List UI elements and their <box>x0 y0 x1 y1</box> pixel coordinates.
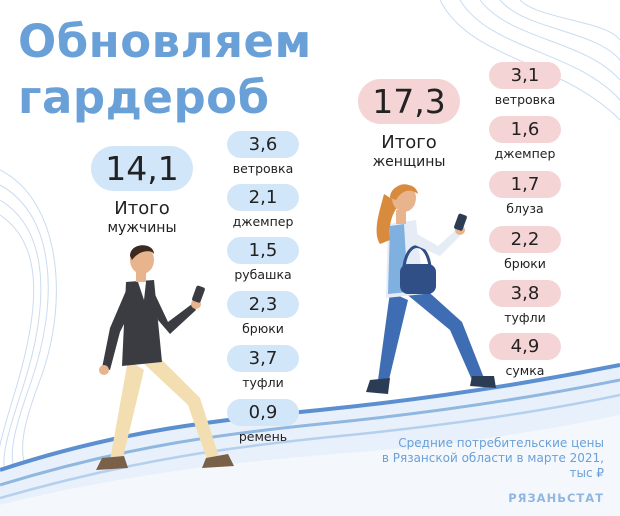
women-item-value: 1,7 <box>489 171 561 198</box>
women-item-blouse: 1,7 блуза <box>480 171 570 216</box>
men-item-label: джемпер <box>232 214 294 229</box>
women-item-shoes: 3,8 туфли <box>480 280 570 325</box>
women-item-label: сумка <box>505 363 545 378</box>
women-item-value: 3,8 <box>489 280 561 307</box>
women-item-value: 1,6 <box>489 116 561 143</box>
women-item-label: ветровка <box>494 92 556 107</box>
footnote-line-2: в Рязанской области в марте 2021, <box>381 451 604 465</box>
men-item-belt: 0,9 ремень <box>218 399 308 444</box>
women-item-label: брюки <box>504 256 546 271</box>
women-item-label: джемпер <box>494 146 556 161</box>
men-total-value: 14,1 <box>91 146 193 191</box>
men-total-caption: Итого мужчины <box>84 199 200 237</box>
woman-walking-illustration <box>366 184 496 394</box>
women-item-label: туфли <box>504 310 546 325</box>
page-title: Обновляем гардероб <box>18 14 312 126</box>
women-item-sweater: 1,6 джемпер <box>480 116 570 161</box>
women-item-jacket: 3,1 ветровка <box>480 62 570 107</box>
women-total-label: Итого <box>381 132 437 153</box>
men-item-shoes: 3,7 туфли <box>218 345 308 390</box>
men-item-shirt: 1,5 рубашка <box>218 237 308 282</box>
brand-logo-text: РЯЗАНЬСТАТ <box>508 491 604 505</box>
title-line-1: Обновляем <box>18 15 312 68</box>
men-item-label: туфли <box>242 375 284 390</box>
men-total-label: Итого <box>114 198 170 219</box>
women-item-bag: 4,9 сумка <box>480 333 570 378</box>
man-walking-illustration <box>96 245 234 470</box>
footnote: Средние потребительские цены в Рязанской… <box>364 436 604 481</box>
men-item-value: 2,3 <box>227 291 299 318</box>
men-item-label: ремень <box>238 429 288 444</box>
title-line-2: гардероб <box>18 71 270 124</box>
men-item-label: ветровка <box>232 161 294 176</box>
men-item-sweater: 2,1 джемпер <box>218 184 308 229</box>
men-item-value: 1,5 <box>227 237 299 264</box>
women-total-caption: Итого женщины <box>351 133 467 171</box>
men-item-label: рубашка <box>234 267 292 282</box>
women-item-value: 3,1 <box>489 62 561 89</box>
footnote-line-3: тыс ₽ <box>569 466 604 480</box>
footnote-line-1: Средние потребительские цены <box>398 436 604 450</box>
women-item-value: 4,9 <box>489 333 561 360</box>
women-total-sub: женщины <box>372 154 446 170</box>
men-item-value: 2,1 <box>227 184 299 211</box>
men-item-value: 3,7 <box>227 345 299 372</box>
men-item-value: 0,9 <box>227 399 299 426</box>
men-item-trousers: 2,3 брюки <box>218 291 308 336</box>
women-item-label: блуза <box>506 201 544 216</box>
men-total-sub: мужчины <box>107 220 177 236</box>
women-item-trousers: 2,2 брюки <box>480 226 570 271</box>
men-item-jacket: 3,6 ветровка <box>218 131 308 176</box>
men-item-value: 3,6 <box>227 131 299 158</box>
women-item-value: 2,2 <box>489 226 561 253</box>
women-total-value: 17,3 <box>358 79 460 124</box>
men-item-label: брюки <box>242 321 284 336</box>
